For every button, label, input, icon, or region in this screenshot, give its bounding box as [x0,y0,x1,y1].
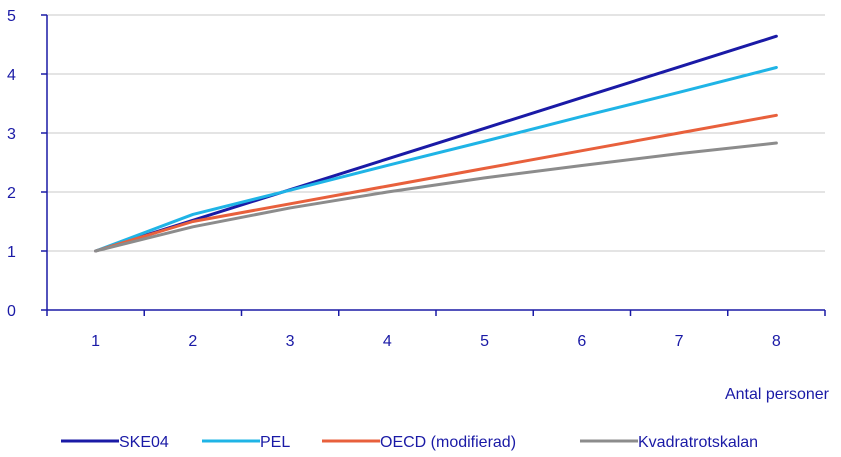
legend-label: OECD (modifierad) [380,434,516,451]
x-tick-label: 6 [577,333,586,350]
gridlines [47,14,825,252]
series-line-2 [94,66,778,253]
y-tick-label: 3 [7,126,16,143]
y-tick-label: 4 [7,67,16,84]
legend-label: Kvadratrotskalan [638,434,758,451]
series-line-3 [94,113,778,253]
axes: 0 1 2 3 4 5 1 2 3 4 5 6 7 8 [7,8,826,350]
x-tick-label: 2 [188,333,197,350]
x-axis-title: Antal personer [725,386,830,403]
legend-label: SKE04 [119,434,169,451]
x-tick-label: 4 [383,333,392,350]
x-tick-label: 3 [286,333,295,350]
y-tick-label: 1 [7,244,16,261]
legend-label: PEL [260,434,290,451]
x-tick-label: 8 [772,333,781,350]
x-tick-label: 7 [675,333,684,350]
x-tick-label: 5 [480,333,489,350]
y-tick-label: 5 [7,8,16,25]
series-line-4 [94,141,778,253]
legend: SKE04 PEL OECD (modifierad) Kvadratrotskala… [61,434,758,451]
series-lines [94,34,778,253]
y-tick-label: 2 [7,185,16,202]
y-tick-label: 0 [7,303,16,320]
series-line-1 [94,34,778,253]
x-tick-label: 1 [91,333,100,350]
